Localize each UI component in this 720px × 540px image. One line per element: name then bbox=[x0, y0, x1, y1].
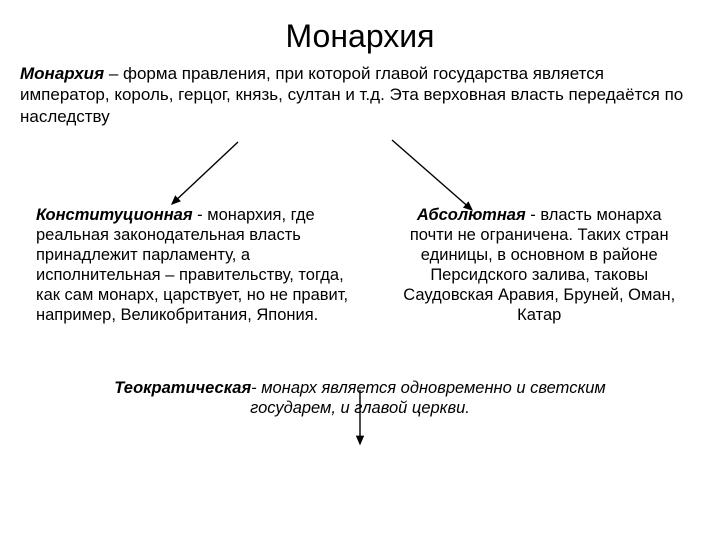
branches-row: Конституционная - монархия, где реальная… bbox=[0, 127, 720, 326]
branch-constitutional: Конституционная - монархия, где реальная… bbox=[30, 205, 354, 326]
definition-text: – форма правления, при которой главой го… bbox=[20, 64, 683, 126]
bottom-term: Теократическая bbox=[114, 379, 251, 397]
definition-term: Монархия bbox=[20, 64, 104, 83]
definition-block: Монархия – форма правления, при которой … bbox=[0, 63, 720, 127]
branch-theocratic: Теократическая- монарх является одноврем… bbox=[0, 326, 720, 418]
branch-right-term: Абсолютная bbox=[417, 206, 526, 224]
bottom-text: - монарх является одновременно и светски… bbox=[250, 379, 606, 417]
branch-left-term: Конституционная bbox=[36, 206, 193, 224]
branch-absolute: Абсолютная - власть монарха почти не огр… bbox=[394, 205, 690, 326]
page-title: Монархия bbox=[0, 0, 720, 63]
